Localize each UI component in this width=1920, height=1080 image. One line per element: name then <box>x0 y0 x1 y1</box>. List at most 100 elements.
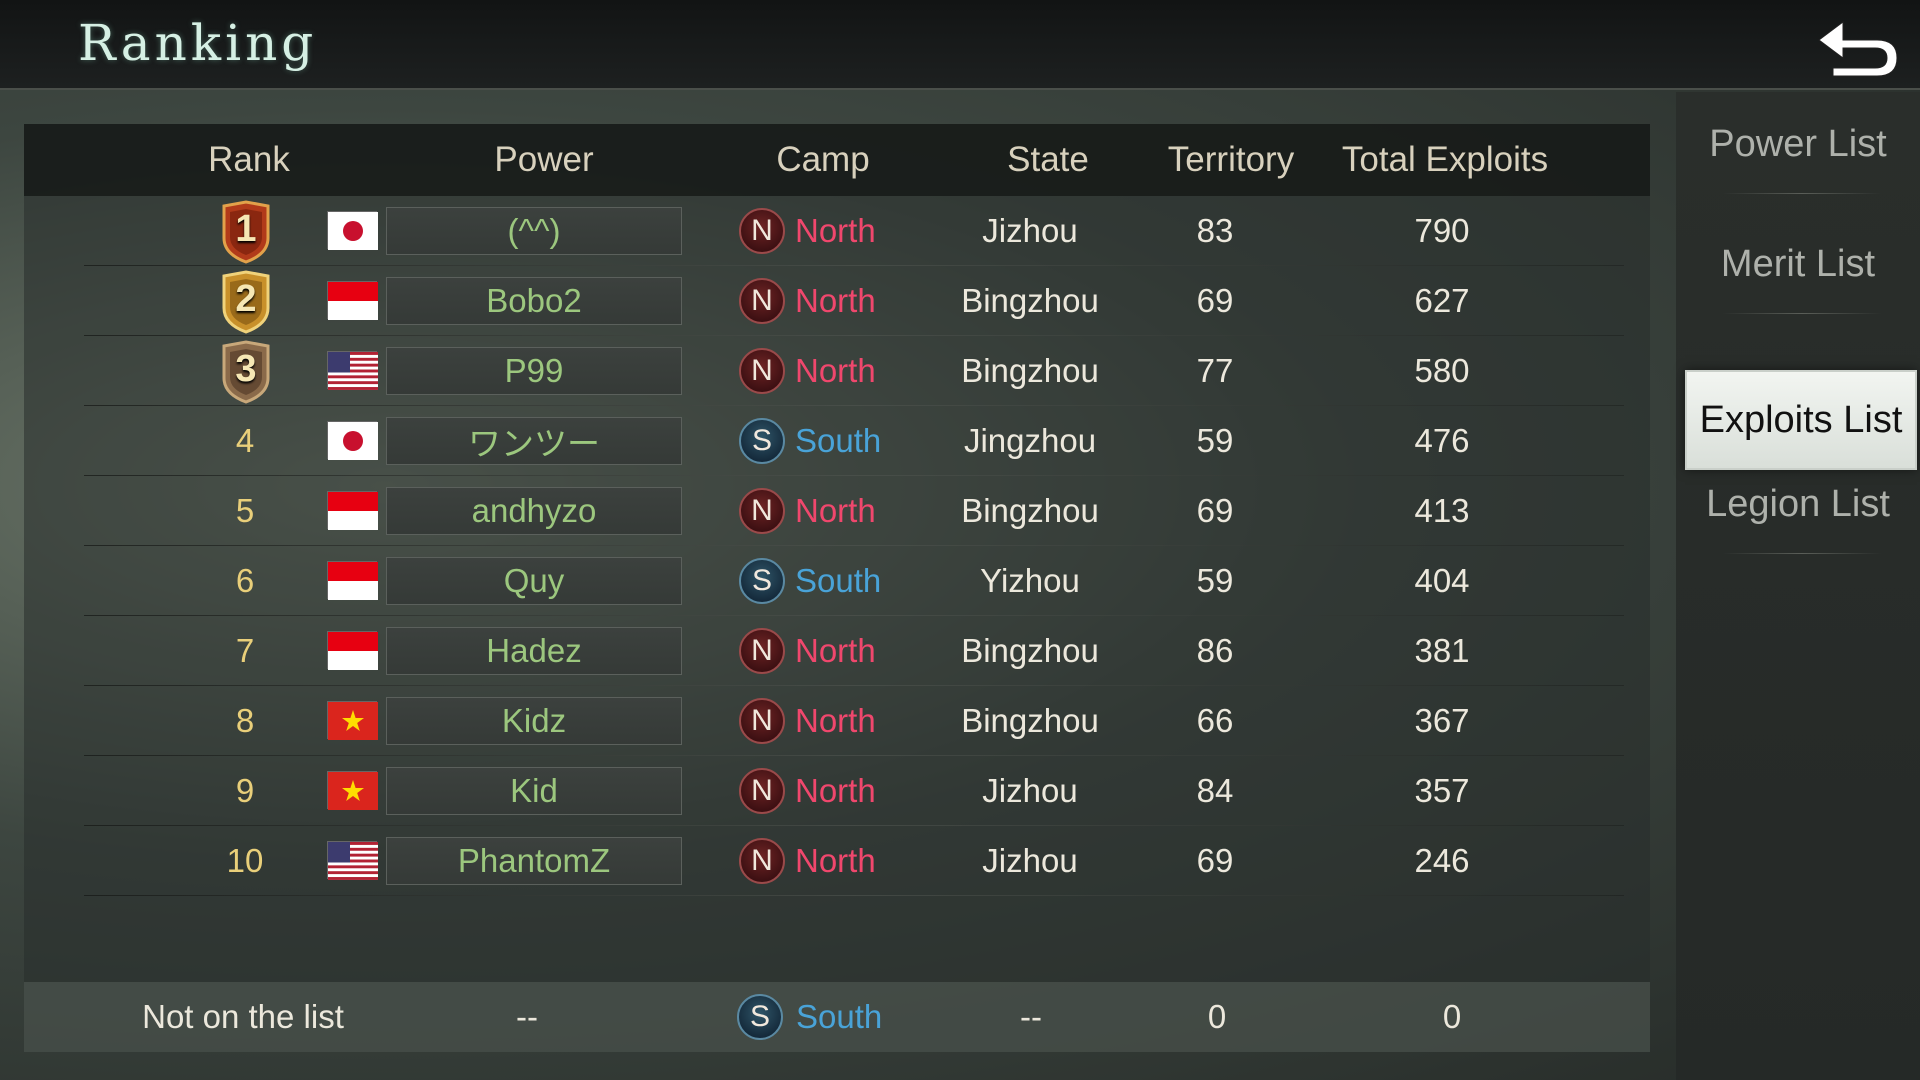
state-name: Yizhou <box>980 562 1080 599</box>
territory-count: 77 <box>1196 352 1234 389</box>
table-row[interactable]: 2 Bobo2 N North Bingzhou 69 627 <box>24 266 1650 336</box>
table-row[interactable]: 4 ワンツー S South Jingzhou 59 476 <box>24 406 1650 476</box>
player-name-button[interactable]: PhantomZ <box>386 837 682 885</box>
player-name-button[interactable]: Bobo2 <box>386 277 682 325</box>
tab-power-list[interactable]: Power List <box>1676 94 1920 194</box>
tab-label: Merit List <box>1720 242 1876 285</box>
camp-name: North <box>795 702 876 739</box>
north-camp-icon: N <box>739 278 785 324</box>
player-name-button[interactable]: P99 <box>386 347 682 395</box>
total-exploits: 627 <box>1414 282 1470 319</box>
state-name: Bingzhou <box>961 632 1099 669</box>
table-header: Rank Power Camp State Territory Total Ex… <box>24 124 1650 196</box>
table-row[interactable]: 8 Kidz N North Bingzhou 66 367 <box>24 686 1650 756</box>
south-camp-icon: S <box>737 994 783 1040</box>
tab-legion-list[interactable]: Legion List <box>1676 454 1920 554</box>
rank-number: 4 <box>235 422 255 459</box>
player-name-button[interactable]: Kid <box>386 767 682 815</box>
table-row[interactable]: 5 andhyzo N North Bingzhou 69 413 <box>24 476 1650 546</box>
row-divider <box>84 265 1624 266</box>
row-divider <box>84 825 1624 826</box>
total-exploits: 381 <box>1414 632 1470 669</box>
tab-label: Legion List <box>1706 482 1890 525</box>
rank-number: 10 <box>226 842 264 879</box>
row-divider <box>84 755 1624 756</box>
tab-exploits-list[interactable]: Exploits List <box>1685 370 1917 470</box>
camp-name: North <box>795 632 876 669</box>
row-divider <box>84 685 1624 686</box>
back-button[interactable] <box>1810 12 1906 82</box>
state-name: Jizhou <box>982 842 1078 879</box>
player-name-button[interactable]: andhyzo <box>386 487 682 535</box>
japan-flag-icon <box>327 421 378 460</box>
table-row[interactable]: 9 Kid N North Jizhou 84 357 <box>24 756 1650 826</box>
column-header-territory: Territory <box>1167 140 1295 179</box>
own-territory: 0 <box>1207 998 1227 1035</box>
column-header-rank: Rank <box>208 140 290 179</box>
player-name-button[interactable]: ワンツー <box>386 417 682 465</box>
ranking-sidebar: Power List Merit List Exploits List Legi… <box>1676 92 1920 1080</box>
territory-count: 69 <box>1196 282 1234 319</box>
total-exploits: 367 <box>1414 702 1470 739</box>
territory-count: 69 <box>1196 842 1234 879</box>
state-name: Jingzhou <box>963 422 1097 459</box>
north-camp-icon: N <box>739 348 785 394</box>
territory-count: 59 <box>1196 422 1234 459</box>
camp-name: North <box>795 842 876 879</box>
territory-count: 83 <box>1196 212 1234 249</box>
camp-name: North <box>795 352 876 389</box>
divider <box>1722 553 1882 554</box>
usa-flag-icon <box>327 841 378 880</box>
camp-name: North <box>795 772 876 809</box>
state-name: Bingzhou <box>961 492 1099 529</box>
silver-medal-icon: 2 <box>218 270 274 334</box>
camp-name: North <box>795 212 876 249</box>
player-name-button[interactable]: Quy <box>386 557 682 605</box>
table-row[interactable]: 10 PhantomZ N North Jizhou 69 246 <box>24 826 1650 896</box>
row-divider <box>84 895 1624 896</box>
total-exploits: 476 <box>1414 422 1470 459</box>
own-power: -- <box>516 998 538 1035</box>
own-camp: South <box>796 998 883 1035</box>
total-exploits: 580 <box>1414 352 1470 389</box>
state-name: Jizhou <box>982 212 1078 249</box>
player-name-button[interactable]: (^^) <box>386 207 682 255</box>
header-bar: Ranking <box>0 0 1920 90</box>
table-row[interactable]: 3 P99 N North Bingzhou 77 580 <box>24 336 1650 406</box>
vietnam-flag-icon <box>327 771 378 810</box>
state-name: Bingzhou <box>961 702 1099 739</box>
bronze-medal-icon: 3 <box>218 340 274 404</box>
north-camp-icon: N <box>739 488 785 534</box>
table-row[interactable]: 7 Hadez N North Bingzhou 86 381 <box>24 616 1650 686</box>
rank-number: 8 <box>235 702 255 739</box>
row-divider <box>84 475 1624 476</box>
column-header-total-exploits: Total Exploits <box>1341 140 1549 179</box>
table-row[interactable]: 1 (^^) N North Jizhou 83 790 <box>24 196 1650 266</box>
player-name-button[interactable]: Kidz <box>386 697 682 745</box>
rank-number: 6 <box>235 562 255 599</box>
tab-label: Power List <box>1709 122 1887 165</box>
divider <box>1722 193 1882 194</box>
north-camp-icon: N <box>739 768 785 814</box>
territory-count: 84 <box>1196 772 1234 809</box>
japan-flag-icon <box>327 211 378 250</box>
indonesia-flag-icon <box>327 561 378 600</box>
rank-number: 7 <box>235 632 255 669</box>
rank-number: 5 <box>235 492 255 529</box>
territory-count: 59 <box>1196 562 1234 599</box>
state-name: Bingzhou <box>961 282 1099 319</box>
total-exploits: 413 <box>1414 492 1470 529</box>
player-name-button[interactable]: Hadez <box>386 627 682 675</box>
tab-merit-list[interactable]: Merit List <box>1676 214 1920 314</box>
table-row[interactable]: 6 Quy S South Yizhou 59 404 <box>24 546 1650 616</box>
ranking-table: Rank Power Camp State Territory Total Ex… <box>24 124 1650 982</box>
own-state: -- <box>1020 998 1042 1035</box>
total-exploits: 357 <box>1414 772 1470 809</box>
state-name: Bingzhou <box>961 352 1099 389</box>
camp-name: North <box>795 492 876 529</box>
row-divider <box>84 335 1624 336</box>
total-exploits: 404 <box>1414 562 1470 599</box>
indonesia-flag-icon <box>327 631 378 670</box>
column-header-state: State <box>1007 140 1089 179</box>
south-camp-icon: S <box>739 418 785 464</box>
